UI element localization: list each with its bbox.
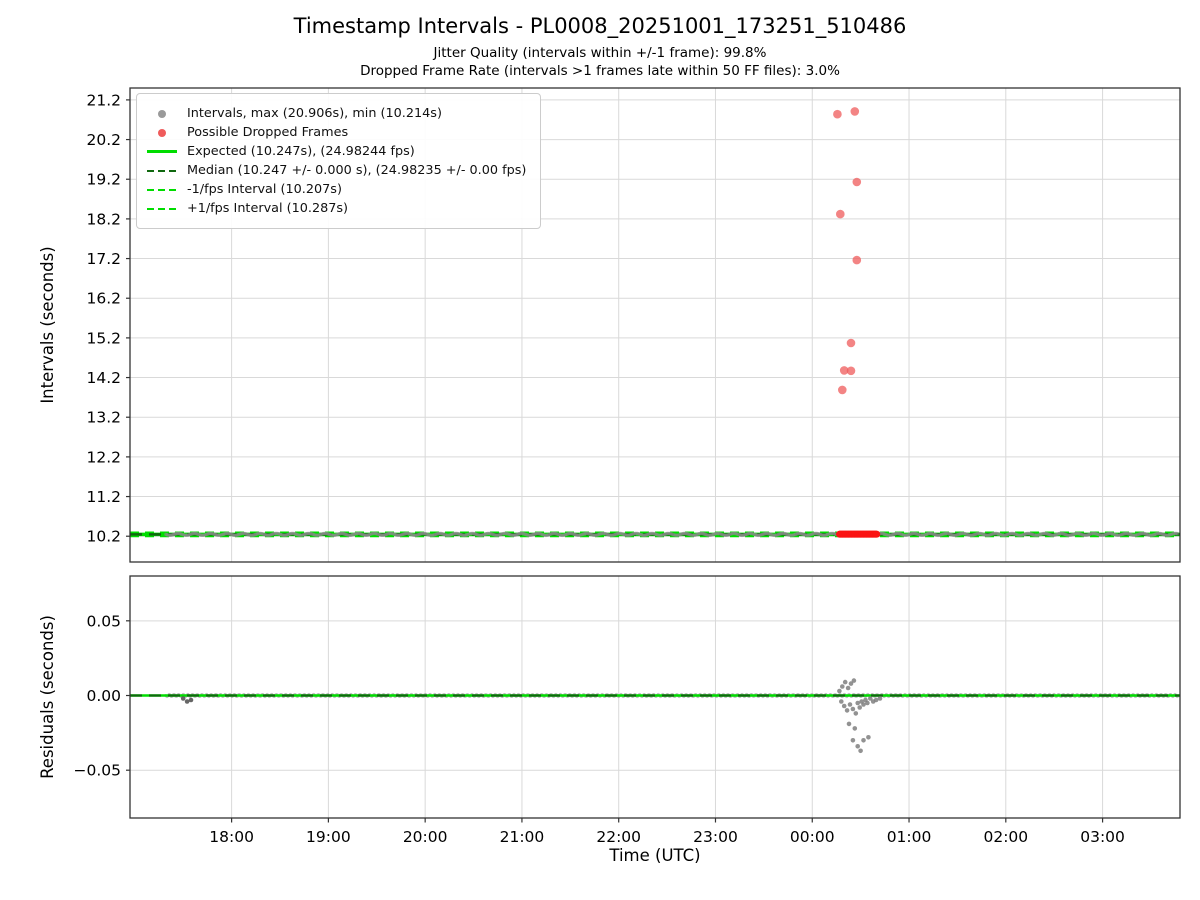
svg-text:19:00: 19:00	[306, 828, 351, 846]
legend-item-median: Median (10.247 +/- 0.000 s), (24.98235 +…	[147, 163, 526, 178]
svg-text:16.2: 16.2	[86, 290, 121, 308]
svg-text:13.2: 13.2	[86, 409, 121, 427]
legend-label-intervals: Intervals, max (20.906s), min (10.214s)	[187, 106, 442, 121]
svg-text:22:00: 22:00	[596, 828, 641, 846]
svg-text:10.2: 10.2	[86, 528, 121, 546]
legend-item-expected: Expected (10.247s), (24.98244 fps)	[147, 144, 526, 159]
top-plot: 10.2 11.2 12.2 13.2 14.2 15.2 16.2 17.2 18.2 19.2…	[86, 87, 1181, 563]
svg-text:00:00: 00:00	[790, 828, 835, 846]
svg-text:0.00: 0.00	[86, 687, 121, 705]
legend-label-median: Median (10.247 +/- 0.000 s), (24.98235 +…	[187, 163, 527, 178]
svg-text:15.2: 15.2	[86, 329, 121, 347]
residuals-axis-label: Residuals (seconds)	[38, 615, 57, 779]
svg-text:14.2: 14.2	[86, 369, 121, 387]
median-line-icon	[147, 165, 177, 177]
time-axis-label: Time (UTC)	[609, 846, 701, 865]
legend: Intervals, max (20.906s), min (10.214s) …	[136, 93, 542, 229]
svg-text:23:00: 23:00	[693, 828, 738, 846]
svg-text:01:00: 01:00	[887, 828, 932, 846]
legend-label-plus-one-fps: +1/fps Interval (10.287s)	[187, 201, 349, 216]
legend-label-expected: Expected (10.247s), (24.98244 fps)	[187, 144, 415, 159]
svg-text:17.2: 17.2	[86, 250, 121, 268]
svg-text:18.2: 18.2	[86, 210, 121, 228]
dropped-frames-marker-icon	[147, 127, 177, 139]
svg-text:21.2: 21.2	[86, 91, 121, 109]
svg-text:21:00: 21:00	[500, 828, 545, 846]
svg-text:12.2: 12.2	[86, 448, 121, 466]
legend-item-minus-one-fps: -1/fps Interval (10.207s)	[147, 182, 526, 197]
dropped-frame-subtitle: Dropped Frame Rate (intervals >1 frames …	[360, 63, 840, 79]
intervals-axis-label: Intervals (seconds)	[38, 246, 57, 404]
expected-line-icon	[147, 146, 177, 158]
svg-text:11.2: 11.2	[86, 488, 121, 506]
intervals-marker-icon	[147, 108, 177, 120]
svg-text:−0.05: −0.05	[74, 762, 122, 780]
svg-text:0.05: 0.05	[86, 612, 121, 630]
legend-label-dropped-frames: Possible Dropped Frames	[187, 125, 349, 140]
jitter-quality-subtitle: Jitter Quality (intervals within +/-1 fr…	[433, 45, 767, 61]
minus-one-fps-line-icon	[147, 184, 177, 196]
legend-item-dropped-frames: Possible Dropped Frames	[147, 125, 526, 140]
svg-text:03:00: 03:00	[1080, 828, 1125, 846]
svg-text:20.2: 20.2	[86, 131, 121, 149]
legend-item-plus-one-fps: +1/fps Interval (10.287s)	[147, 201, 526, 216]
svg-text:02:00: 02:00	[983, 828, 1028, 846]
svg-text:18:00: 18:00	[209, 828, 254, 846]
chart-title: Timestamp Intervals - PL0008_20251001_17…	[293, 14, 907, 38]
svg-text:20:00: 20:00	[403, 828, 448, 846]
legend-item-intervals: Intervals, max (20.906s), min (10.214s)	[147, 106, 526, 121]
svg-text:19.2: 19.2	[86, 171, 121, 189]
plus-one-fps-line-icon	[147, 203, 177, 215]
bottom-plot: −0.05 0.00 0.05 18:00 19:00 20:00 21:00 22:00 23…	[74, 575, 1181, 846]
legend-label-minus-one-fps: -1/fps Interval (10.207s)	[187, 182, 342, 197]
